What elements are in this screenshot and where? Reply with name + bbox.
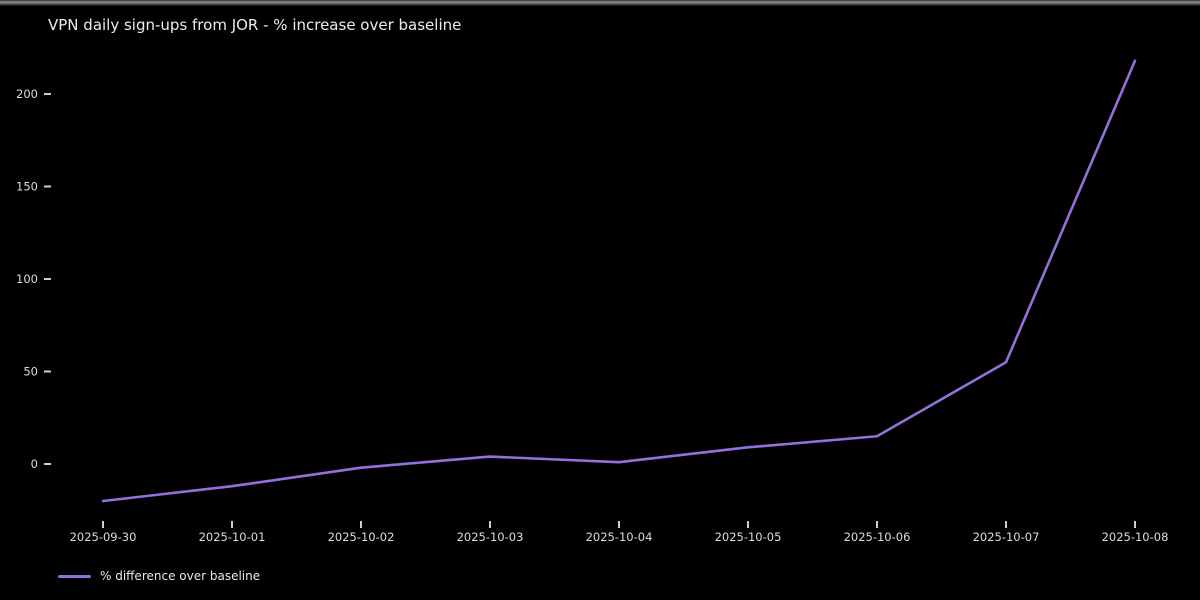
window-top-border [0,0,1200,6]
x-tick-label: 2025-10-07 [973,530,1040,544]
y-tick-label: 150 [16,180,38,194]
y-tick-label: 50 [23,365,38,379]
x-tick-label: 2025-10-06 [844,530,911,544]
y-tick-label: 0 [31,457,38,471]
x-axis: 2025-09-30 2025-10-01 2025-10-02 2025-10-03… [70,521,1169,544]
y-tick-label: 100 [16,272,38,286]
series-line [101,59,1137,503]
x-tick-label: 2025-10-04 [586,530,653,544]
y-tick-label: 200 [16,87,38,101]
x-tick-label: 2025-10-03 [457,530,524,544]
chart-title: VPN daily sign-ups from JOR - % increase… [48,16,461,34]
legend-label: % difference over baseline [100,569,261,583]
x-tick-label: 2025-10-02 [328,530,395,544]
x-tick-label: 2025-10-01 [199,530,266,544]
legend-line-swatch [58,574,91,578]
y-axis: 0 50 100 150 200 [16,87,51,471]
x-tick-label: 2025-10-05 [715,530,782,544]
x-tick-label: 2025-10-08 [1102,530,1169,544]
x-tick-label: 2025-09-30 [70,530,137,544]
legend: % difference over baseline [58,569,260,583]
